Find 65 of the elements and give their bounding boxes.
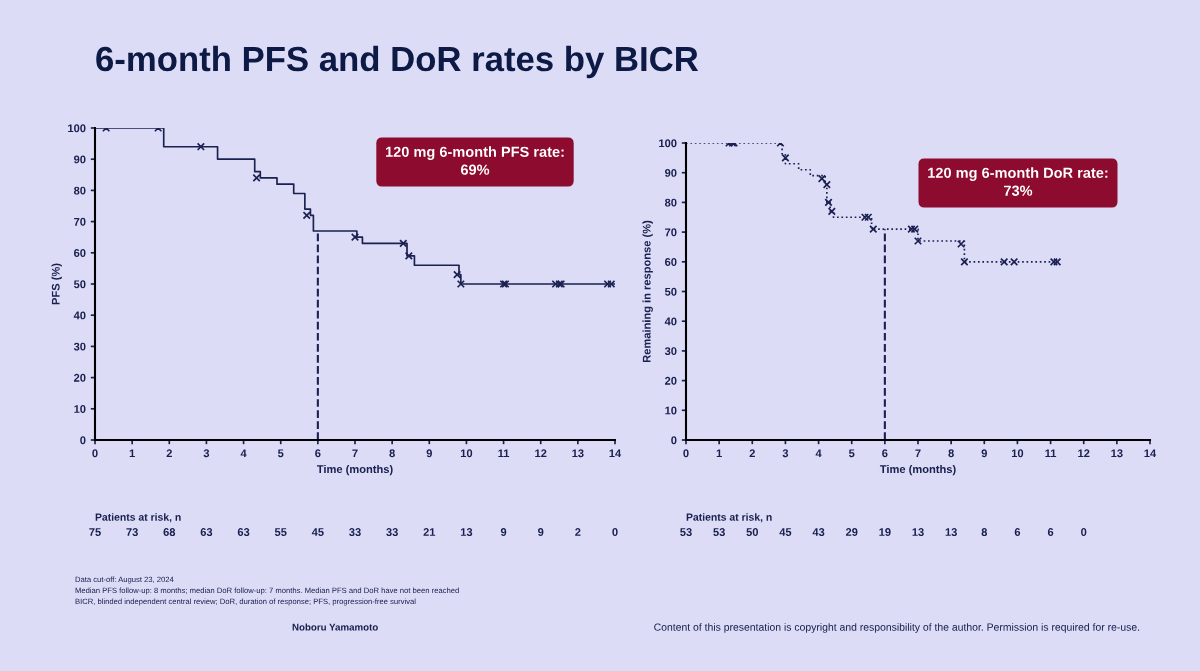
y-tick-label: 100 bbox=[68, 124, 86, 133]
y-tick-label: 0 bbox=[80, 436, 86, 445]
y-tick-label: 20 bbox=[665, 376, 677, 385]
x-tick-label: 11 bbox=[498, 449, 510, 458]
x-tick-label: 13 bbox=[1111, 449, 1123, 458]
y-tick-label: 90 bbox=[665, 168, 677, 177]
x-tick-label: 4 bbox=[240, 449, 247, 458]
x-tick-label: 3 bbox=[782, 449, 789, 458]
y-tick-label: 90 bbox=[74, 155, 86, 164]
annotation: 120 mg 6-month PFS rate: 69% bbox=[385, 146, 564, 175]
x-tick-label: 9 bbox=[981, 449, 987, 458]
x-tick-label: 6 bbox=[882, 449, 888, 458]
y-tick-label: 0 bbox=[671, 436, 677, 445]
x-tick-label: 2 bbox=[749, 449, 755, 458]
y-tick-label: 40 bbox=[73, 311, 86, 320]
x-tick-label: 6 bbox=[315, 449, 321, 458]
x-tick-label: 1 bbox=[716, 449, 722, 458]
x-tick-label: 9 bbox=[426, 449, 432, 458]
x-tick-label: 1 bbox=[129, 449, 135, 458]
text: Noboru Yamamoto bbox=[292, 623, 378, 631]
y-tick-label: 80 bbox=[664, 198, 677, 207]
text: Patients at risk, n bbox=[95, 513, 181, 523]
y-tick-label: 20 bbox=[74, 373, 86, 382]
x-tick-label: 2 bbox=[166, 449, 172, 458]
chart-title: 6-month PFS and DoR rates by BICR bbox=[96, 45, 699, 79]
y-tick-label: 10 bbox=[74, 405, 86, 413]
x-tick-label: 7 bbox=[915, 449, 921, 458]
x-tick-label: 10 bbox=[460, 449, 473, 458]
y-tick-label: 100 bbox=[659, 139, 677, 148]
y-axis-title: Remaining in response (%) bbox=[642, 220, 653, 363]
text: Patients at risk, n bbox=[686, 513, 772, 523]
y-tick-label: 70 bbox=[74, 217, 86, 226]
x-tick-label: 8 bbox=[948, 449, 954, 458]
x-tick-label: 7 bbox=[352, 449, 358, 458]
y-tick-label: 60 bbox=[665, 258, 677, 266]
y-tick-label: 50 bbox=[73, 280, 86, 289]
y-tick-label: 70 bbox=[665, 228, 677, 237]
y-tick-label: 30 bbox=[664, 347, 677, 356]
x-tick-label: 0 bbox=[92, 449, 98, 458]
x-tick-label: 5 bbox=[277, 449, 284, 458]
text: Content of this presentation is copyright and responsibility of the author. Permission is required for re-use. bbox=[654, 623, 1140, 633]
y-tick-label: 60 bbox=[74, 249, 86, 257]
x-tick-label: 8 bbox=[389, 449, 395, 458]
x-tick-label: 12 bbox=[1078, 449, 1090, 458]
x-tick-label: 10 bbox=[1011, 449, 1024, 458]
y-tick-label: 50 bbox=[664, 287, 677, 296]
y-tick-label: 80 bbox=[73, 186, 86, 195]
x-tick-label: 14 bbox=[1144, 449, 1157, 458]
x-tick-label: 12 bbox=[535, 449, 547, 458]
text: 53 53 50 45 43 29 19 13 13 8 6 6 0 bbox=[680, 528, 1087, 536]
text: 75 73 68 63 63 55 45 33 33 21 13 9 9 2 0 bbox=[89, 528, 618, 536]
x-tick-label: 4 bbox=[815, 449, 822, 458]
x-tick-label: 14 bbox=[609, 449, 622, 458]
x-tick-label: 0 bbox=[683, 449, 689, 458]
y-tick-label: 40 bbox=[664, 317, 677, 326]
y-axis-title: PFS (%) bbox=[51, 263, 62, 305]
x-axis-title: Time (months) bbox=[879, 464, 956, 476]
x-tick-label: 13 bbox=[572, 449, 584, 458]
y-tick-label: 30 bbox=[73, 342, 86, 351]
x-tick-label: 11 bbox=[1045, 449, 1057, 458]
x-tick-label: 5 bbox=[848, 449, 855, 458]
annotation: 120 mg 6-month DoR rate: 73% bbox=[928, 167, 1108, 196]
y-tick-label: 10 bbox=[665, 406, 677, 415]
x-axis-title: Time (months) bbox=[316, 464, 393, 476]
x-tick-label: 3 bbox=[203, 449, 210, 458]
